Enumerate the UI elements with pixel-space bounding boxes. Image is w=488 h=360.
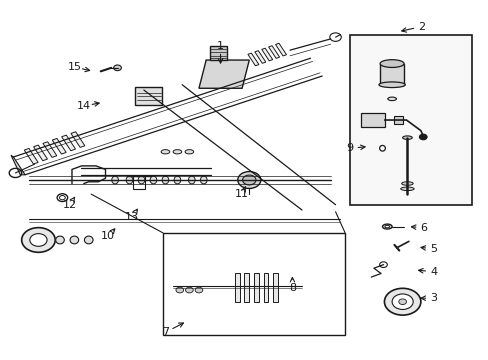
Ellipse shape: [84, 236, 93, 244]
Ellipse shape: [56, 236, 64, 244]
Text: 1: 1: [217, 41, 224, 51]
Ellipse shape: [184, 150, 193, 154]
Polygon shape: [209, 46, 226, 60]
Polygon shape: [379, 64, 403, 85]
Ellipse shape: [150, 176, 157, 184]
Text: 8: 8: [288, 283, 295, 293]
Ellipse shape: [161, 150, 169, 154]
Circle shape: [384, 288, 420, 315]
Ellipse shape: [200, 176, 207, 184]
Text: 13: 13: [124, 212, 139, 222]
Ellipse shape: [173, 150, 182, 154]
Circle shape: [30, 234, 47, 246]
Text: 2: 2: [417, 22, 425, 32]
Bar: [394, 116, 402, 124]
Circle shape: [21, 228, 55, 252]
Circle shape: [113, 65, 121, 71]
Polygon shape: [61, 135, 75, 151]
Polygon shape: [261, 48, 272, 61]
Text: 7: 7: [162, 327, 169, 337]
Bar: [349, 35, 471, 205]
Circle shape: [195, 287, 203, 293]
Polygon shape: [247, 53, 258, 66]
Polygon shape: [34, 145, 47, 161]
Polygon shape: [234, 274, 239, 302]
Ellipse shape: [379, 60, 403, 67]
Text: 6: 6: [420, 222, 427, 233]
Text: 3: 3: [429, 293, 436, 303]
Text: 4: 4: [429, 267, 436, 277]
Polygon shape: [263, 274, 268, 302]
Circle shape: [398, 299, 406, 305]
Ellipse shape: [112, 176, 118, 184]
Polygon shape: [360, 113, 384, 127]
Ellipse shape: [400, 187, 413, 190]
Ellipse shape: [174, 176, 181, 184]
Polygon shape: [254, 51, 265, 63]
Polygon shape: [273, 274, 278, 302]
Ellipse shape: [382, 224, 391, 229]
Polygon shape: [11, 155, 25, 175]
Text: 15: 15: [67, 62, 81, 72]
Polygon shape: [275, 43, 286, 56]
Text: 9: 9: [346, 143, 353, 153]
Ellipse shape: [126, 176, 133, 184]
Ellipse shape: [242, 175, 256, 185]
Ellipse shape: [188, 176, 195, 184]
Ellipse shape: [384, 225, 389, 228]
Polygon shape: [199, 60, 249, 88]
Text: 11: 11: [235, 189, 248, 199]
Polygon shape: [254, 274, 258, 302]
Ellipse shape: [401, 182, 412, 185]
Circle shape: [176, 287, 183, 293]
Text: 10: 10: [101, 231, 115, 242]
Polygon shape: [135, 87, 162, 105]
Text: 12: 12: [62, 200, 77, 210]
Polygon shape: [244, 274, 249, 302]
Circle shape: [419, 134, 426, 140]
Ellipse shape: [162, 176, 168, 184]
Circle shape: [391, 294, 412, 310]
Polygon shape: [24, 148, 38, 164]
Ellipse shape: [138, 176, 144, 184]
Ellipse shape: [402, 136, 411, 139]
Polygon shape: [268, 46, 279, 58]
Text: 5: 5: [429, 244, 436, 254]
Ellipse shape: [70, 236, 79, 244]
Circle shape: [185, 287, 193, 293]
Polygon shape: [71, 132, 85, 147]
Ellipse shape: [237, 171, 260, 189]
Polygon shape: [43, 142, 57, 157]
Ellipse shape: [378, 82, 405, 87]
Text: 14: 14: [77, 101, 91, 111]
Polygon shape: [52, 139, 66, 154]
Ellipse shape: [387, 97, 396, 100]
